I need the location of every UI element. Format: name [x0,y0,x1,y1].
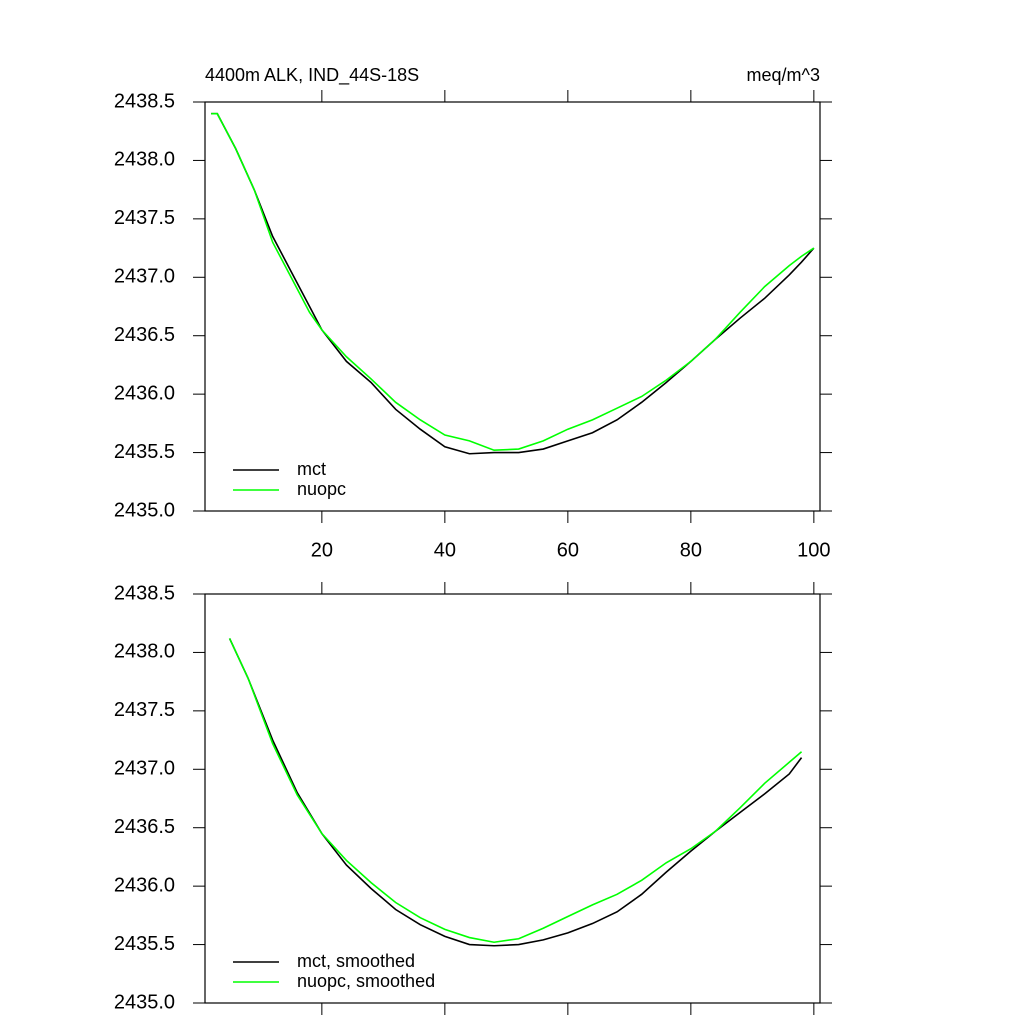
y-tick-label: 2438.0 [114,149,175,171]
units-label: meq/m^3 [747,65,820,85]
y-tick-label: 2436.5 [114,324,175,346]
legend-label: mct [297,459,326,479]
plot-frame [204,593,821,1004]
chart-title: 4400m ALK, IND_44S-18S [205,65,419,86]
legend-label: nuopc [297,479,346,499]
y-tick-label: 2438.5 [114,582,175,604]
legend-label: nuopc, smoothed [297,971,435,991]
y-tick-label: 2437.0 [114,266,175,288]
y-tick-label: 2436.0 [114,382,175,404]
y-tick-label: 2436.0 [114,874,175,896]
y-tick-label: 2435.0 [114,499,175,521]
series-line [211,112,815,455]
y-tick-label: 2435.5 [114,933,175,955]
x-tick-label: 40 [434,539,456,561]
series-line [228,638,803,944]
x-tick-label: 60 [557,539,579,561]
x-tick-label: 80 [680,539,702,561]
plot-frame [204,101,821,512]
y-tick-label: 2437.5 [114,699,175,721]
legend-label: mct, smoothed [297,951,415,971]
y-tick-label: 2437.5 [114,207,175,229]
y-tick-label: 2438.0 [114,641,175,663]
y-tick-label: 2436.5 [114,816,175,838]
y-tick-label: 2435.5 [114,441,175,463]
series-line [228,638,803,947]
y-tick-label: 2437.0 [114,758,175,780]
x-tick-label: 20 [311,539,333,561]
y-tick-label: 2435.0 [114,991,175,1013]
x-tick-label: 100 [797,539,830,561]
series-line [211,112,815,452]
y-tick-label: 2438.5 [114,90,175,112]
